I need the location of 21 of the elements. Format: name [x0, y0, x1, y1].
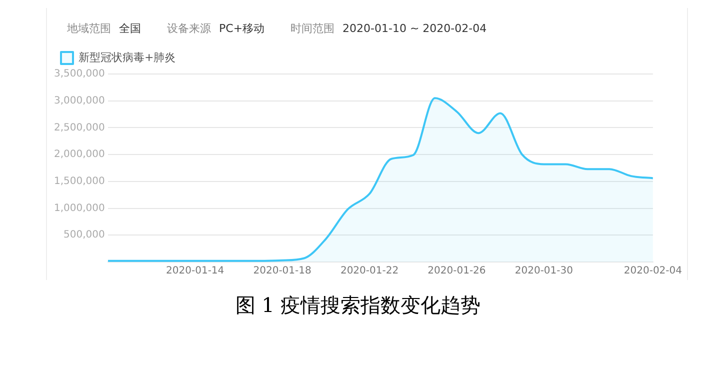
y-tick-label: 500,000: [64, 230, 105, 241]
x-tick-label: 2020-01-30: [514, 266, 573, 277]
y-tick-label: 1,500,000: [54, 176, 105, 188]
text: 全国: [119, 20, 141, 36]
x-tick-label: 2020-01-14: [166, 266, 224, 277]
text: 时间范围: [290, 20, 335, 36]
text: 图 1 疫情搜索指数变化趋势: [234, 292, 482, 319]
x-tick-label: 2020-01-22: [340, 266, 399, 277]
x-tick-label: 2020-02-04: [624, 266, 682, 277]
y-tick-label: 2,500,000: [54, 122, 105, 134]
text: 2020-01-10 ~ 2020-02-04: [342, 22, 487, 34]
text: 设备来源: [167, 20, 211, 36]
x-tick-label: 2020-01-26: [428, 266, 486, 277]
legend-label: 新型冠状病毒+肺炎: [78, 50, 176, 64]
text: PC+移动: [219, 20, 265, 36]
text: 地域范围: [67, 20, 111, 36]
y-tick-label: 3,000,000: [54, 95, 105, 106]
x-tick-label: 2020-01-18: [253, 266, 312, 277]
y-tick-label: 3,500,000: [54, 68, 105, 80]
y-tick-label: 2,000,000: [54, 149, 105, 160]
y-tick-label: 1,000,000: [54, 202, 105, 214]
